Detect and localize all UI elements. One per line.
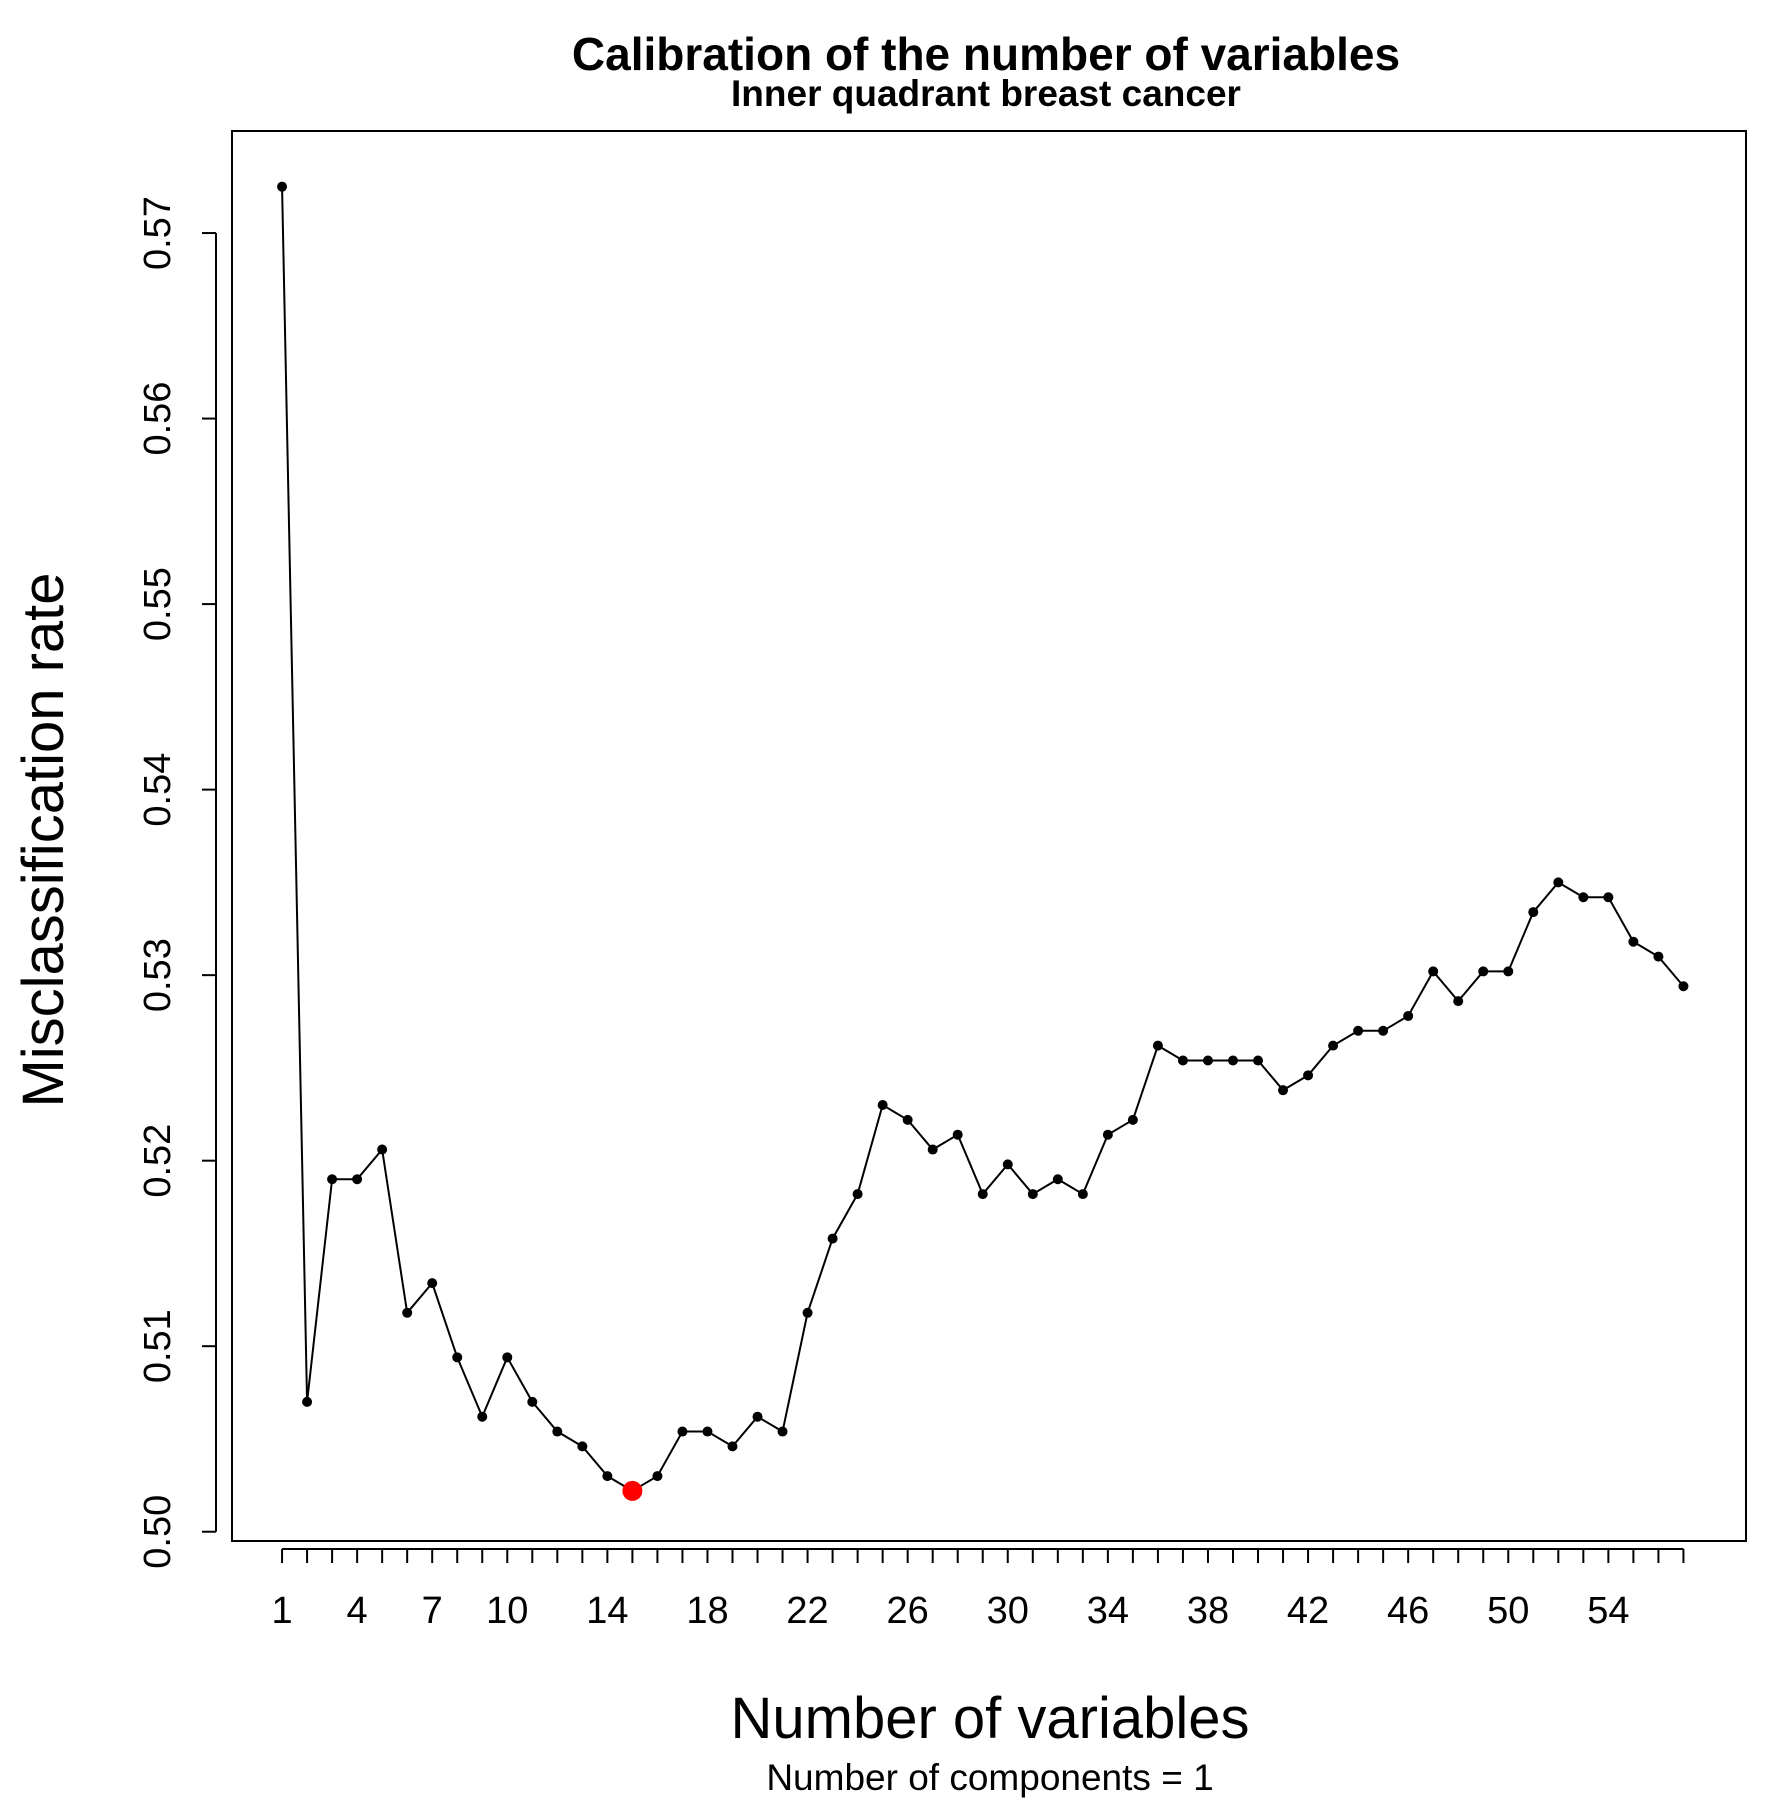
data-point — [1578, 892, 1589, 903]
x-tick-label: 1 — [271, 1590, 292, 1632]
y-tick-label: 0.55 — [137, 567, 179, 641]
data-point — [1378, 1025, 1389, 1036]
data-point — [602, 1471, 613, 1482]
data-point — [402, 1307, 413, 1318]
data-point — [1328, 1040, 1339, 1051]
data-point — [1127, 1114, 1138, 1125]
data-point — [377, 1144, 388, 1155]
data-point — [1503, 966, 1514, 977]
y-axis: 0.50 0.51 0.52 0.53 0.54 0.55 0.56 0.57 — [137, 196, 217, 1569]
data-point — [802, 1307, 813, 1318]
y-axis-label: Misclassification rate — [11, 572, 76, 1107]
data-point — [1152, 1040, 1163, 1051]
data-point — [1002, 1159, 1013, 1170]
data-point — [552, 1426, 563, 1437]
data-point — [1478, 966, 1489, 977]
data-point — [302, 1396, 313, 1407]
data-point — [727, 1441, 738, 1452]
data-point — [427, 1278, 438, 1289]
minimum-point — [622, 1480, 643, 1501]
data-point — [477, 1411, 488, 1422]
x-tick-label: 38 — [1187, 1590, 1229, 1632]
data-point — [1678, 981, 1689, 992]
data-point — [1553, 877, 1564, 888]
data-point — [352, 1174, 363, 1185]
y-tick-label: 0.53 — [137, 938, 179, 1012]
x-axis-label: Number of variables — [731, 1686, 1250, 1751]
data-point — [1653, 951, 1664, 962]
y-tick-label: 0.50 — [137, 1495, 179, 1569]
x-tick-label: 30 — [987, 1590, 1029, 1632]
x-tick-label: 50 — [1487, 1590, 1529, 1632]
data-point — [852, 1189, 863, 1200]
x-axis: 1 4 7 10 14 18 22 26 30 34 38 42 46 50 54 — [271, 1548, 1685, 1632]
data-point — [577, 1441, 588, 1452]
data-point — [1102, 1129, 1113, 1140]
data-point — [452, 1352, 463, 1363]
series-path — [281, 186, 1685, 1493]
x-tick-label: 54 — [1587, 1590, 1629, 1632]
x-tick-label: 14 — [586, 1590, 628, 1632]
data-point — [1353, 1025, 1364, 1036]
data-point — [827, 1233, 838, 1244]
data-point — [952, 1129, 963, 1140]
data-point — [752, 1411, 763, 1422]
y-tick-label: 0.52 — [137, 1124, 179, 1198]
data-point — [527, 1396, 538, 1407]
data-point — [1202, 1055, 1213, 1066]
data-point — [677, 1426, 688, 1437]
y-tick-label: 0.54 — [137, 753, 179, 827]
data-point — [1177, 1055, 1188, 1066]
data-point — [702, 1426, 713, 1437]
x-tick-label: 10 — [486, 1590, 528, 1632]
y-tick-label: 0.57 — [137, 196, 179, 270]
data-point — [1428, 966, 1439, 977]
data-point — [652, 1471, 663, 1482]
data-point — [1403, 1010, 1414, 1021]
x-tick-label: 4 — [347, 1590, 368, 1632]
x-tick-label: 22 — [786, 1590, 828, 1632]
data-point — [1227, 1055, 1238, 1066]
chart-title: Calibration of the number of variables — [572, 28, 1400, 80]
data-point — [1453, 996, 1464, 1007]
x-tick-label: 18 — [686, 1590, 728, 1632]
data-point — [1278, 1085, 1289, 1096]
plot-frame — [231, 130, 1747, 1542]
x-tick-label: 34 — [1087, 1590, 1129, 1632]
data-point — [777, 1426, 788, 1437]
series-line — [277, 181, 1689, 1501]
x-tick-label: 26 — [887, 1590, 929, 1632]
y-tick-label: 0.56 — [137, 382, 179, 456]
data-point — [877, 1100, 888, 1111]
data-point — [1052, 1174, 1063, 1185]
data-point — [902, 1114, 913, 1125]
x-axis-sublabel: Number of components = 1 — [766, 1757, 1213, 1798]
data-point — [1603, 892, 1614, 903]
x-tick-label: 42 — [1287, 1590, 1329, 1632]
x-tick-label: 46 — [1387, 1590, 1429, 1632]
data-point — [1528, 907, 1539, 918]
data-point — [977, 1189, 988, 1200]
data-point — [1253, 1055, 1264, 1066]
data-point — [327, 1174, 338, 1185]
data-point — [277, 181, 288, 192]
chart-subtitle: Inner quadrant breast cancer — [731, 73, 1241, 114]
data-point — [1628, 936, 1639, 947]
data-point — [1077, 1189, 1088, 1200]
data-point — [1027, 1189, 1038, 1200]
data-point — [1303, 1070, 1314, 1081]
y-tick-label: 0.51 — [137, 1309, 179, 1383]
data-point — [927, 1144, 938, 1155]
data-point — [502, 1352, 513, 1363]
x-tick-label: 7 — [422, 1590, 443, 1632]
